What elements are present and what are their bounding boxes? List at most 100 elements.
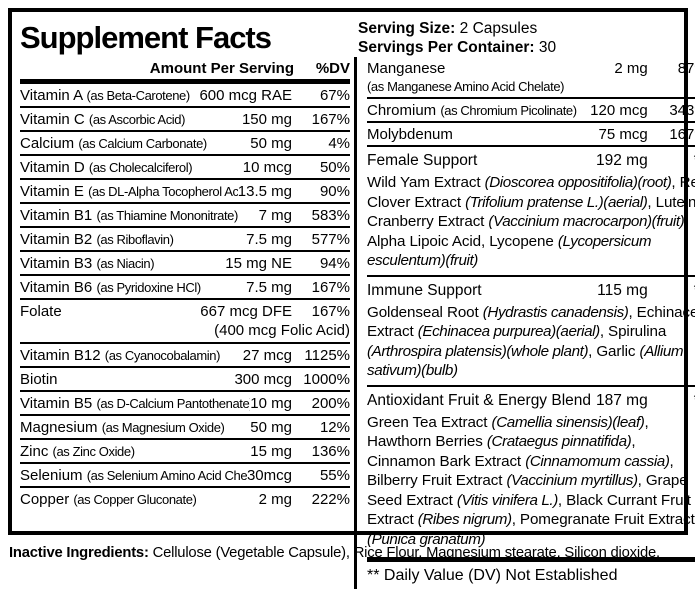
nutrient-name: Copper <box>20 491 70 508</box>
nutrient-amount: 75 mcg <box>598 126 648 143</box>
nutrient-qualifier: (as Niacin) <box>96 256 155 271</box>
nutrient-qualifier: (as Chromium Picolinate) <box>440 103 577 118</box>
nutrient-name: Vitamin C <box>20 111 85 128</box>
row-vitamin-b12: Vitamin B12 (as Cyanocobalamin) 27 mcg 112… <box>20 344 350 368</box>
inactive-ingredients-text: Cellulose (Vegetable Capsule), Rice Flou… <box>148 545 661 561</box>
dv-footnote: ** Daily Value (DV) Not Established <box>367 567 618 584</box>
nutrient-name: Vitamin B3 <box>20 255 93 272</box>
nutrient-dv: 87% <box>677 60 695 77</box>
nutrient-name: Vitamin A <box>20 87 83 104</box>
nutrient-amount: 15 mg <box>250 443 292 460</box>
row-manganese: Manganese 2 mg 87% (as Manganese Amino Aci… <box>367 57 695 99</box>
right-column: Manganese 2 mg 87% (as Manganese Amino Aci… <box>354 57 695 589</box>
nutrient-name: Vitamin B6 <box>20 279 93 296</box>
serving-size-label: Serving Size: <box>358 20 456 37</box>
blend-dv: ** <box>648 391 695 410</box>
nutrient-dv: 222% <box>311 491 350 508</box>
nutrient-amount: 30mcg <box>246 467 292 484</box>
nutrient-name: Vitamin B5 <box>20 395 93 412</box>
row-vitamin-e: Vitamin E (as DL-Alpha Tocopherol Acetat… <box>20 180 350 204</box>
servings-value: 30 <box>538 39 557 56</box>
nutrient-name: Vitamin B12 <box>20 347 101 364</box>
blend-amount: 192 mg <box>596 152 648 169</box>
facts-columns: Amount Per Serving %DV Vitamin A (as Bet… <box>20 57 695 589</box>
nutrient-qualifier: (as Pyridoxine HCl) <box>96 280 201 295</box>
nutrient-amount: 7.5 mg <box>246 231 292 248</box>
nutrient-amount: 15 mg NE <box>225 255 292 272</box>
nutrient-name: Zinc <box>20 443 49 460</box>
blend-name: Female Support <box>367 152 478 169</box>
row-molybdenum: Molybdenum 75 mcg 167% <box>367 123 695 147</box>
nutrient-amount: 10 mcg <box>242 159 292 176</box>
nutrient-qualifier: (as Riboflavin) <box>96 232 174 247</box>
nutrient-dv: 12% <box>319 419 350 436</box>
nutrient-amount: 10 mg <box>250 395 292 412</box>
nutrient-dv: 136% <box>311 443 350 460</box>
nutrient-amount: 50 mg <box>250 135 292 152</box>
nutrient-name: Manganese <box>367 60 446 77</box>
nutrient-qualifier: (as Beta-Carotene) <box>86 88 190 103</box>
nutrient-qualifier: (as DL-Alpha Tocopherol Acetate) <box>88 184 238 199</box>
row-vitamin-b6: Vitamin B6 (as Pyridoxine HCl) 7.5 mg 167% <box>20 276 350 300</box>
row-vitamin-a: Vitamin A (as Beta-Carotene) 600 mcg RAE 6… <box>20 84 350 108</box>
row-vitamin-c: Vitamin C (as Ascorbic Acid) 150 mg 167% <box>20 108 350 132</box>
servings-per-container-line: Servings Per Container: 30 <box>358 38 556 57</box>
row-biotin: Biotin 300 mcg 1000% <box>20 368 350 392</box>
nutrient-name: Vitamin E <box>20 183 84 200</box>
nutrient-amount: 27 mcg <box>242 347 292 364</box>
blend-ingredients: Goldenseal Root (Hydrastis canadensis), … <box>367 303 695 380</box>
servings-label: Servings Per Container: <box>358 39 535 56</box>
blend-ingredients: Green Tea Extract (Camellia sinensis)(le… <box>367 413 695 548</box>
row-vitamin-b2: Vitamin B2 (as Riboflavin) 7.5 mg 577% <box>20 228 350 252</box>
nutrient-dv: 200% <box>311 395 350 412</box>
nutrient-dv: 167% <box>311 303 350 320</box>
nutrient-amount: 50 mg <box>250 419 292 436</box>
nutrient-amount: 150 mg <box>241 111 292 128</box>
nutrient-dv: 67% <box>319 87 350 104</box>
row-copper: Copper (as Copper Gluconate) 2 mg 222% <box>20 488 350 510</box>
nutrient-name: Biotin <box>20 371 58 388</box>
nutrient-amount: 2 mg <box>258 491 292 508</box>
nutrient-amount: 13.5 mg <box>237 183 292 200</box>
nutrient-dv: 583% <box>311 207 350 224</box>
nutrient-qualifier: (as Calcium Carbonate) <box>78 136 207 151</box>
nutrient-dv: 4% <box>328 135 350 152</box>
nutrient-amount: 7 mg <box>258 207 292 224</box>
nutrient-qualifier: (as Copper Gluconate) <box>73 492 197 507</box>
nutrient-dv: 343% <box>669 102 695 119</box>
nutrient-qualifier: (as Ascorbic Acid) <box>88 112 186 127</box>
nutrient-name: Calcium <box>20 135 75 152</box>
blend-amount: 115 mg <box>597 281 648 299</box>
folate-amount-note: (400 mcg Folic Acid) <box>214 322 350 339</box>
supplement-facts-box: Supplement Facts Serving Size: 2 Capsule… <box>8 8 695 589</box>
blend-name: Antioxidant Fruit & Energy Blend <box>367 391 592 409</box>
nutrient-amount: 300 mcg <box>234 371 292 388</box>
nutrient-dv: 90% <box>319 183 350 200</box>
nutrient-amount: 2 mg <box>614 60 648 77</box>
blend-female-support: Female Support 192 mg** Wild Yam Extract … <box>367 147 695 277</box>
nutrient-name: Chromium <box>367 102 437 119</box>
nutrient-name: Vitamin B2 <box>20 231 93 248</box>
nutrient-dv: 50% <box>319 159 350 176</box>
row-magnesium: Magnesium (as Magnesium Oxide) 50 mg 12% <box>20 416 350 440</box>
left-column-header: Amount Per Serving %DV <box>20 57 350 79</box>
nutrient-qualifier: (as Zinc Oxide) <box>52 444 136 459</box>
left-header-bar <box>20 79 350 84</box>
nutrient-name: Magnesium <box>20 419 98 436</box>
nutrient-amount: 120 mcg <box>590 102 648 119</box>
blend-amount: 187 mg <box>596 391 648 409</box>
nutrient-qualifier: (as Manganese Amino Acid Chelate) <box>367 79 565 94</box>
blend-ingredients: Wild Yam Extract (Dioscorea oppositifoli… <box>367 174 695 269</box>
nutrient-qualifier: (as Magnesium Oxide) <box>101 420 225 435</box>
row-vitamin-b1: Vitamin B1 (as Thiamine Mononitrate) 7 mg… <box>20 204 350 228</box>
nutrient-name: Folate <box>20 303 62 320</box>
facts-header: Supplement Facts Serving Size: 2 Capsule… <box>20 16 676 57</box>
blend-dv: ** <box>648 151 695 170</box>
nutrient-qualifier: (as Selenium Amino Acid Chelate) <box>86 468 247 483</box>
inactive-ingredients-label: Inactive Ingredients: <box>9 545 149 561</box>
left-column: Amount Per Serving %DV Vitamin A (as Bet… <box>20 57 354 589</box>
amount-per-serving-header: Amount Per Serving <box>149 60 294 77</box>
blend-name: Immune Support <box>367 281 482 299</box>
serving-size-line: Serving Size: 2 Capsules <box>358 19 556 38</box>
